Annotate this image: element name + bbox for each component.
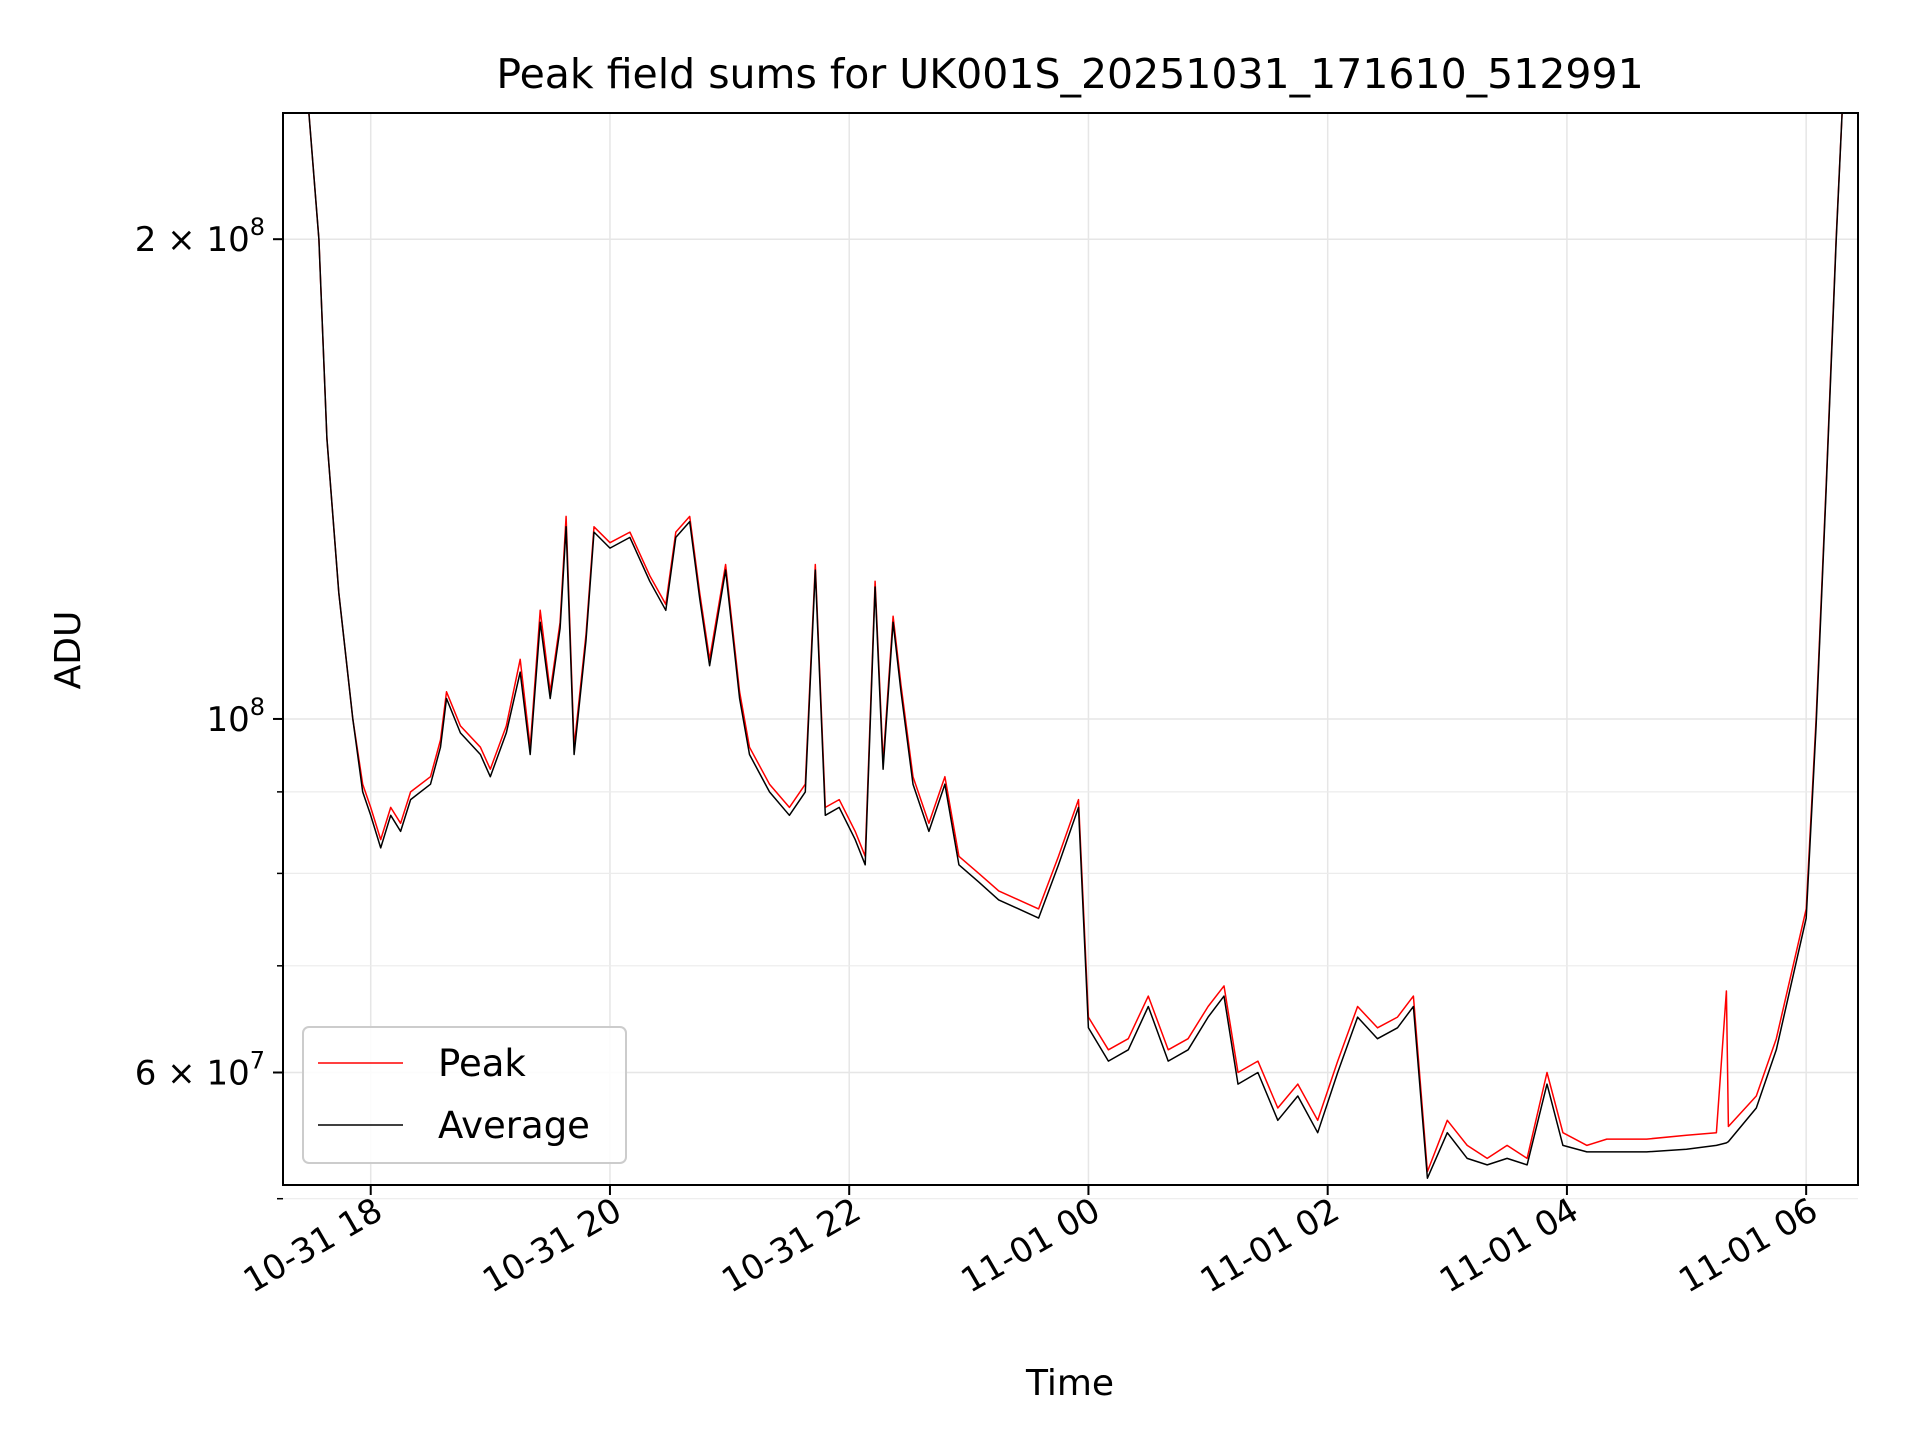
y-tick-label-exponent: 8 bbox=[250, 213, 265, 241]
legend-label-average: Average bbox=[438, 1104, 590, 1147]
plot-frame bbox=[282, 112, 1859, 1186]
y-tick-label: 6 × 107 bbox=[135, 1047, 265, 1094]
legend-box bbox=[302, 1026, 627, 1164]
y-tick-label-exponent: 7 bbox=[250, 1047, 265, 1075]
y-tick-label-exponent: 8 bbox=[250, 693, 265, 721]
legend: Peak Average bbox=[302, 1026, 627, 1164]
y-tick-label-base: 6 × 10 bbox=[135, 1054, 250, 1094]
y-tick-label: 108 bbox=[206, 693, 265, 740]
grid bbox=[283, 113, 1858, 1200]
y-axis-label: ADU bbox=[48, 611, 89, 690]
x-axis-label: Time bbox=[1025, 1363, 1114, 1404]
series-line-peak bbox=[283, 112, 1858, 1173]
series-lines bbox=[283, 112, 1858, 1179]
y-tick-label-base: 10 bbox=[206, 700, 249, 740]
legend-label-peak: Peak bbox=[438, 1042, 526, 1085]
series-line-average bbox=[283, 112, 1858, 1179]
y-tick-label: 2 × 108 bbox=[135, 213, 265, 260]
y-tick-label-base: 2 × 10 bbox=[135, 220, 250, 260]
chart-title: Peak field sums for UK001S_20251031_1716… bbox=[496, 50, 1643, 98]
